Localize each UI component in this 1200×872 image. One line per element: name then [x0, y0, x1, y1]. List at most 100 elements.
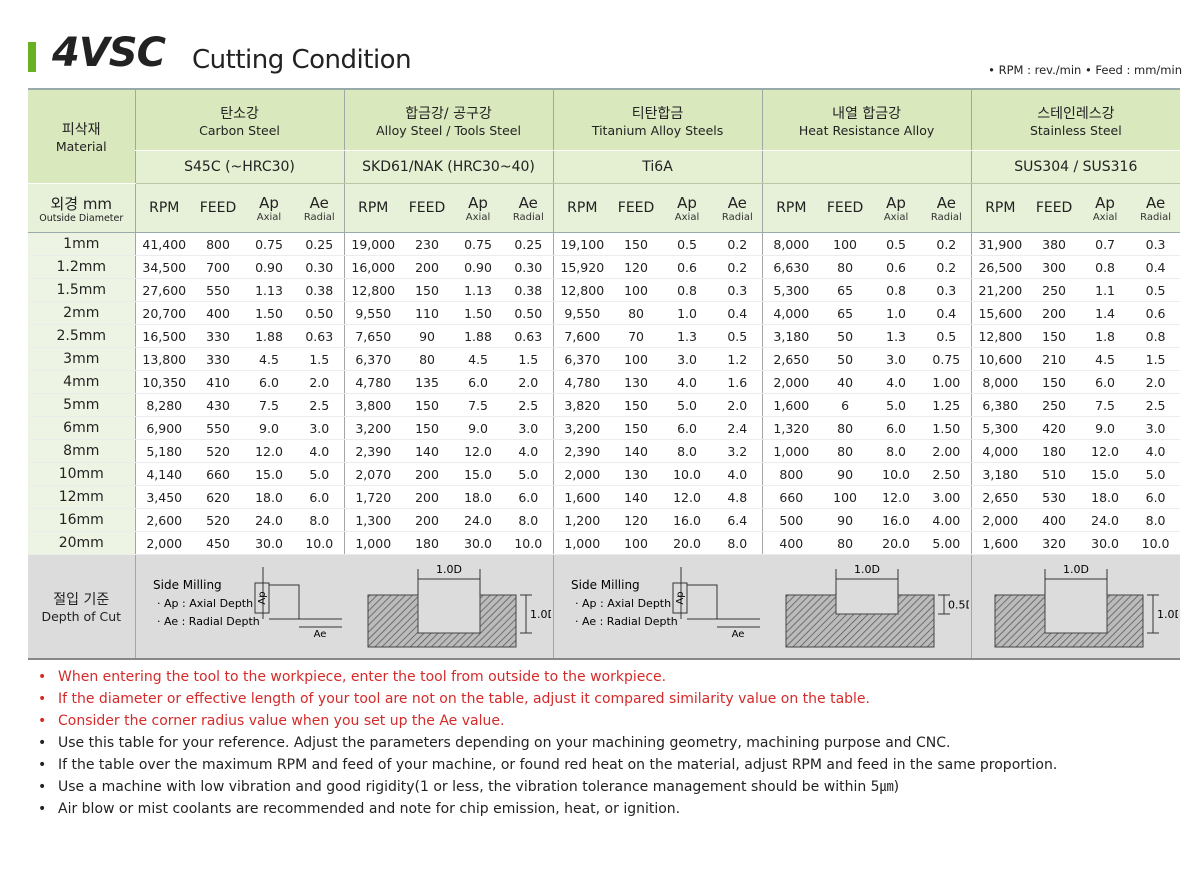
value: 1,000: [564, 535, 601, 551]
value-cell: 150: [1029, 370, 1080, 394]
value: 5.0: [309, 466, 330, 482]
column-label: Ae: [727, 193, 747, 212]
cutting-table: 피삭재 Material 탄소강 Carbon Steel 합금강/ 공구강 Alloy …: [28, 88, 1181, 660]
value-cell: 0.8: [1131, 324, 1181, 348]
value: 2.0: [727, 397, 748, 413]
value: 1.50: [932, 420, 961, 436]
group-name-en: Alloy Steel / Tools Steel: [376, 122, 521, 138]
value-cell: 6,900: [134, 416, 193, 440]
value: 18.0: [1091, 489, 1119, 505]
value-cell: 40: [820, 370, 871, 394]
bullet: •: [38, 801, 47, 817]
value-cell: 0.25: [504, 232, 554, 256]
value-cell: 110: [402, 301, 453, 325]
value: 4.5: [259, 351, 279, 367]
value: 7.5: [468, 397, 488, 413]
value-cell: 1.5: [504, 347, 554, 371]
side-ap-symbol: Ap: [675, 591, 686, 604]
value-cell: 4.0: [1131, 439, 1181, 463]
value: 150: [624, 420, 648, 436]
column-header: Ap Axial: [452, 183, 505, 233]
value: 2.00: [932, 443, 961, 459]
value: 1,720: [355, 489, 392, 505]
value: 0.75: [932, 351, 961, 367]
value-cell: 1.8: [1079, 324, 1132, 348]
value-cell: 10.0: [870, 462, 923, 486]
column-header: RPM: [552, 183, 612, 233]
value: 30.0: [464, 535, 492, 551]
value: 150: [415, 282, 439, 298]
slot-diagram: 1.0D 0.5D: [785, 563, 971, 648]
value: 6.0: [309, 489, 330, 505]
value-cell: 2,390: [343, 439, 403, 463]
value-cell: 5.0: [870, 393, 923, 417]
value: 4,780: [355, 374, 392, 390]
value-cell: 1.25: [922, 393, 972, 417]
value: 1.1: [1095, 282, 1116, 298]
value: 0.75: [464, 236, 492, 252]
value-cell: 620: [193, 485, 243, 509]
value: 550: [206, 420, 230, 436]
value-cell: 7,600: [552, 324, 612, 348]
value: 9,550: [564, 305, 601, 321]
side-ae-symbol: Ae: [314, 629, 327, 640]
value: 0.8: [886, 282, 907, 298]
value: 8,000: [773, 236, 810, 252]
note: • When entering the tool to the workpiece…: [38, 666, 1057, 688]
value: 10,350: [142, 374, 187, 390]
grade: Ti6A: [642, 159, 673, 175]
note-text: If the table over the maximum RPM and fe…: [58, 757, 1058, 773]
value-cell: 3.0: [504, 416, 554, 440]
value: 330: [206, 351, 230, 367]
value: 500: [779, 512, 804, 528]
note: • Consider the corner radius value when y…: [38, 710, 1057, 732]
value-cell: 5.0: [295, 462, 345, 486]
value-cell: 2.0: [504, 370, 554, 394]
value: 550: [206, 282, 230, 298]
value-cell: 0.2: [713, 255, 763, 279]
value-cell: 2,650: [761, 347, 821, 371]
value: 5,300: [773, 282, 810, 298]
value-cell: 1.6: [713, 370, 763, 394]
value: 1.6: [727, 374, 748, 390]
value: 2,000: [564, 466, 601, 482]
value: 3.00: [932, 489, 961, 505]
value-cell: 80: [820, 416, 871, 440]
value-cell: 1.2: [713, 347, 763, 371]
diameter: 16mm: [58, 512, 104, 528]
value-cell: 4.0: [870, 370, 923, 394]
value-cell: 90: [402, 324, 453, 348]
value-cell: 50: [820, 324, 871, 348]
value: 0.30: [305, 259, 334, 275]
value: 12,800: [560, 282, 605, 298]
value-cell: 2,000: [552, 462, 612, 486]
note-text: If the diameter or effective length of y…: [58, 691, 870, 707]
value: 12.0: [255, 443, 283, 459]
value: 140: [624, 489, 648, 505]
value: 2.5: [1145, 397, 1166, 413]
side-ap: · Ap : Axial Depth: [157, 597, 253, 610]
value-cell: 320: [1029, 531, 1080, 555]
bullet: •: [38, 713, 47, 729]
value: 16,000: [351, 259, 396, 275]
value-cell: 1.3: [870, 324, 923, 348]
value-cell: 8,280: [134, 393, 193, 417]
value: 800: [779, 466, 804, 482]
value: 24.0: [1091, 512, 1119, 528]
value: 6,370: [564, 351, 601, 367]
grade-cell: Ti6A: [552, 150, 763, 184]
side-ap-symbol: Ap: [257, 591, 268, 604]
value: 70: [628, 328, 644, 344]
value-cell: 0.75: [243, 232, 295, 256]
value-cell: 27,600: [134, 278, 193, 302]
value: 0.6: [677, 259, 697, 275]
value-cell: 1.50: [452, 301, 505, 325]
diameter: 12mm: [58, 489, 104, 505]
side-drawing: [672, 567, 761, 628]
diameter: 1mm: [63, 236, 100, 252]
value-cell: 34,500: [134, 255, 193, 279]
value: 12,800: [351, 282, 396, 298]
value: 1.0: [677, 305, 697, 321]
value: 10.0: [305, 535, 334, 551]
value-cell: 0.90: [452, 255, 505, 279]
